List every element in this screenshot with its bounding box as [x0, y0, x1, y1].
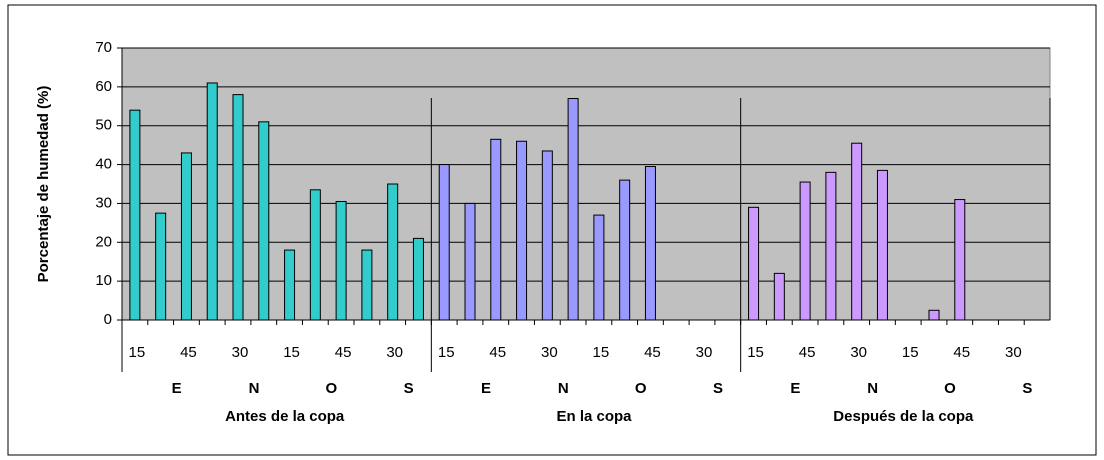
subgroup-label: E	[790, 380, 800, 397]
bar	[593, 214, 605, 321]
bar	[773, 272, 785, 321]
bar	[180, 152, 192, 321]
bar	[928, 309, 940, 321]
bar	[516, 140, 528, 321]
x-tick-label: 15	[438, 344, 455, 361]
y-tick-label: 60	[95, 78, 112, 95]
bar	[464, 202, 476, 321]
bar	[335, 200, 347, 321]
x-tick-label: 45	[644, 344, 661, 361]
bar	[387, 183, 399, 321]
x-tick-label: 45	[335, 344, 352, 361]
subgroup-label: N	[249, 380, 260, 397]
bar	[438, 164, 450, 321]
bar	[825, 171, 837, 321]
bar	[206, 82, 218, 321]
x-tick-label: 45	[489, 344, 506, 361]
bar	[284, 249, 296, 321]
group-label: En la copa	[556, 408, 632, 425]
subgroup-label: O	[635, 380, 647, 397]
bar	[799, 181, 811, 321]
bar	[129, 109, 141, 321]
bar	[232, 94, 244, 321]
y-tick-label: 20	[95, 233, 112, 250]
subgroup-label: N	[558, 380, 569, 397]
group-label: Después de la copa	[833, 408, 974, 425]
bar	[851, 142, 863, 321]
x-tick-label: 30	[232, 344, 249, 361]
x-tick-label: 30	[386, 344, 403, 361]
x-tick-label: 45	[799, 344, 816, 361]
bar	[876, 169, 888, 321]
y-tick-label: 0	[104, 311, 112, 328]
bar	[567, 98, 579, 321]
y-axis-label: Porcentaje de humedad (%)	[35, 86, 52, 283]
group-label: Antes de la copa	[225, 408, 345, 425]
x-tick-label: 15	[129, 344, 146, 361]
y-tick-label: 50	[95, 117, 112, 134]
subgroup-label: E	[172, 380, 182, 397]
subgroup-label: S	[1022, 380, 1032, 397]
y-tick-label: 70	[95, 39, 112, 56]
x-tick-label: 15	[283, 344, 300, 361]
subgroup-label: N	[867, 380, 878, 397]
x-tick-label: 45	[180, 344, 197, 361]
bar	[309, 189, 321, 321]
bar	[361, 249, 373, 321]
subgroup-label: S	[404, 380, 414, 397]
x-tick-label: 45	[953, 344, 970, 361]
x-tick-label: 30	[696, 344, 713, 361]
subgroup-label: O	[944, 380, 956, 397]
x-tick-label: 30	[1005, 344, 1022, 361]
x-tick-label: 15	[593, 344, 610, 361]
bar	[619, 179, 631, 321]
x-tick-label: 15	[747, 344, 764, 361]
bar	[412, 237, 424, 321]
subgroup-label: S	[713, 380, 723, 397]
y-tick-label: 40	[95, 156, 112, 173]
bar	[644, 166, 656, 321]
bar	[954, 199, 966, 321]
subgroup-label: E	[481, 380, 491, 397]
bar	[748, 206, 760, 321]
y-tick-label: 10	[95, 272, 112, 289]
x-tick-label: 30	[541, 344, 558, 361]
x-tick-label: 30	[850, 344, 867, 361]
x-tick-label: 15	[902, 344, 919, 361]
bar	[155, 212, 167, 321]
bar	[541, 150, 553, 321]
bar	[258, 121, 270, 321]
subgroup-label: O	[325, 380, 337, 397]
bar	[490, 138, 502, 321]
plot-area	[121, 47, 1051, 321]
y-tick-label: 30	[95, 194, 112, 211]
